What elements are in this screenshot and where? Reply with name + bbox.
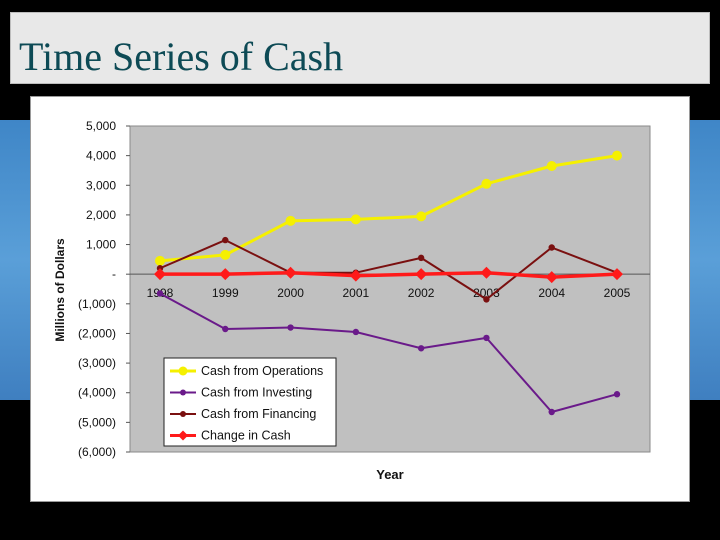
data-point [349, 269, 362, 282]
y-tick-label: (4,000) [78, 386, 116, 400]
x-tick-label: 2001 [343, 286, 370, 300]
y-tick-label: (6,000) [78, 445, 116, 459]
data-point [546, 161, 557, 172]
y-tick-label: 3,000 [86, 178, 116, 192]
data-point [548, 244, 555, 251]
data-point [287, 324, 294, 331]
series-line [159, 292, 618, 413]
data-point [417, 254, 425, 262]
x-tick-label: 2005 [604, 286, 631, 300]
legend-swatch-marker [180, 389, 186, 396]
legend-swatch-marker [178, 430, 188, 441]
x-tick-label: 2004 [538, 286, 565, 300]
data-point [548, 408, 555, 416]
y-tick-label: (5,000) [78, 415, 116, 429]
data-point [611, 268, 623, 281]
data-point [220, 249, 231, 260]
y-tick-label: (3,000) [78, 356, 116, 370]
x-tick-label: 1999 [212, 286, 239, 300]
legend-entry-label: Cash from Operations [201, 364, 323, 378]
data-point [222, 236, 229, 244]
data-point [155, 255, 165, 266]
y-tick-label: 5,000 [86, 119, 116, 133]
y-axis-label: Millions of Dollars [53, 238, 67, 342]
y-tick-label: 2,000 [86, 208, 116, 222]
y-tick-label: (2,000) [78, 326, 116, 340]
y-tick-label: 1,000 [86, 238, 116, 252]
slide-title: Time Series of Cash [19, 34, 344, 79]
data-point [154, 268, 166, 281]
y-tick-label: - [112, 267, 116, 281]
y-tick-label: 4,000 [86, 149, 116, 163]
data-point [417, 345, 425, 352]
data-point [483, 334, 490, 342]
legend-entry-label: Change in Cash [201, 429, 291, 443]
x-tick-label: 2000 [277, 286, 304, 300]
series-line [159, 154, 618, 263]
data-point [352, 328, 360, 336]
legend-entry-label: Cash from Investing [201, 386, 312, 400]
data-point [481, 178, 492, 189]
data-point [350, 214, 361, 225]
series-line [159, 239, 618, 301]
title-bar: Time Series of Cash [10, 12, 710, 84]
legend-swatch-marker [178, 366, 188, 376]
data-point [483, 296, 490, 303]
data-point [285, 215, 296, 226]
legend-box [163, 357, 337, 447]
x-tick-label: 2002 [408, 286, 435, 300]
data-point [613, 391, 621, 398]
data-point [219, 268, 232, 281]
series-line [160, 270, 618, 279]
data-point [416, 211, 427, 222]
x-axis-label: Year [376, 467, 403, 482]
y-tick-label: (1,000) [78, 297, 116, 311]
data-point [480, 266, 493, 279]
legend-entry-label: Cash from Financing [201, 407, 316, 421]
x-tick-label: 2003 [473, 286, 500, 300]
data-point [612, 150, 622, 161]
data-point [415, 268, 428, 281]
legend-swatch-marker [180, 411, 186, 417]
data-point [222, 325, 229, 333]
data-point [284, 266, 297, 279]
data-point [156, 290, 164, 297]
data-point [545, 271, 558, 284]
